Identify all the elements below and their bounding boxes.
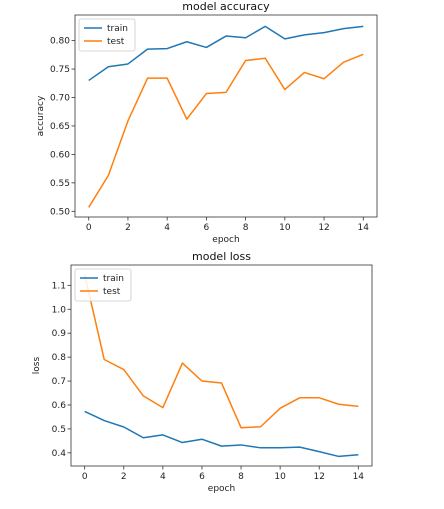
data-point-train	[279, 447, 281, 449]
data-point-train	[357, 454, 359, 456]
data-point-train	[298, 446, 300, 448]
data-point-test	[279, 407, 281, 409]
y-tick-label: 0.4	[52, 449, 67, 459]
x-tick-label: 14	[358, 223, 370, 233]
data-point-train	[142, 437, 144, 439]
data-point-train	[83, 410, 85, 412]
series-line-test	[83, 274, 359, 429]
y-tick-label: 0.8	[52, 353, 67, 363]
x-tick-label: 8	[243, 223, 249, 233]
x-tick-label: 8	[238, 472, 244, 482]
x-tick-label: 6	[199, 472, 205, 482]
y-tick-label: 0.60	[50, 150, 70, 160]
data-point-train	[162, 434, 164, 436]
data-point-train	[181, 441, 183, 443]
x-tick-label: 2	[125, 223, 131, 233]
data-point-test	[357, 405, 359, 407]
data-point-test	[162, 406, 164, 408]
y-tick-label: 0.5	[52, 425, 66, 435]
y-tick-label: 0.65	[50, 122, 70, 132]
data-point-test	[338, 403, 340, 405]
data-point-train	[123, 426, 125, 428]
chart-title: model accuracy	[182, 0, 270, 13]
y-tick-label: 0.55	[50, 179, 70, 189]
data-point-test	[318, 397, 320, 399]
data-point-test	[259, 426, 261, 428]
data-point-test	[142, 395, 144, 397]
x-axis-label: epoch	[208, 484, 235, 494]
data-point-train	[318, 450, 320, 452]
data-point-train	[259, 447, 261, 449]
series-line-test	[88, 53, 364, 208]
data-point-test	[181, 362, 183, 364]
series-line-train	[88, 25, 364, 82]
legend-label-train: train	[107, 24, 128, 34]
legend-box	[74, 268, 132, 302]
x-tick-label: 0	[86, 223, 92, 233]
x-tick-label: 10	[274, 472, 286, 482]
x-tick-label: 14	[353, 472, 365, 482]
data-point-train	[338, 455, 340, 457]
data-point-test	[201, 380, 203, 382]
x-tick-label: 4	[164, 223, 170, 233]
data-point-train	[201, 438, 203, 440]
data-point-test	[123, 368, 125, 370]
y-tick-label: 0.9	[52, 329, 67, 339]
data-point-test	[220, 382, 222, 384]
chart-title: model loss	[192, 250, 251, 263]
series-line-train	[84, 410, 359, 458]
y-tick-label: 0.50	[50, 207, 70, 217]
x-tick-label: 12	[314, 472, 325, 482]
x-tick-label: 6	[204, 223, 210, 233]
y-tick-label: 0.7	[52, 377, 66, 387]
legend-box	[78, 18, 136, 52]
y-axis-label: accuracy	[36, 95, 46, 136]
data-point-train	[240, 444, 242, 446]
legend-label-test: test	[107, 37, 125, 47]
y-tick-label: 0.80	[50, 37, 70, 47]
x-axis-label: epoch	[212, 235, 239, 245]
y-axis-label: loss	[32, 356, 42, 374]
x-tick-label: 4	[160, 472, 166, 482]
data-point-train	[103, 419, 105, 421]
x-tick-label: 12	[318, 223, 329, 233]
y-tick-label: 0.70	[50, 94, 70, 104]
data-point-test	[240, 427, 242, 429]
x-tick-label: 10	[279, 223, 291, 233]
y-tick-label: 1.1	[52, 281, 66, 291]
data-point-train	[220, 445, 222, 447]
data-point-test	[298, 397, 300, 399]
data-point-test	[103, 358, 105, 360]
y-tick-label: 0.6	[52, 401, 67, 411]
y-tick-label: 0.75	[50, 65, 70, 75]
x-tick-label: 0	[82, 472, 88, 482]
legend-label-train: train	[103, 274, 124, 284]
legend-label-test: test	[103, 287, 121, 297]
y-tick-label: 1.0	[52, 305, 67, 315]
x-tick-label: 2	[121, 472, 127, 482]
